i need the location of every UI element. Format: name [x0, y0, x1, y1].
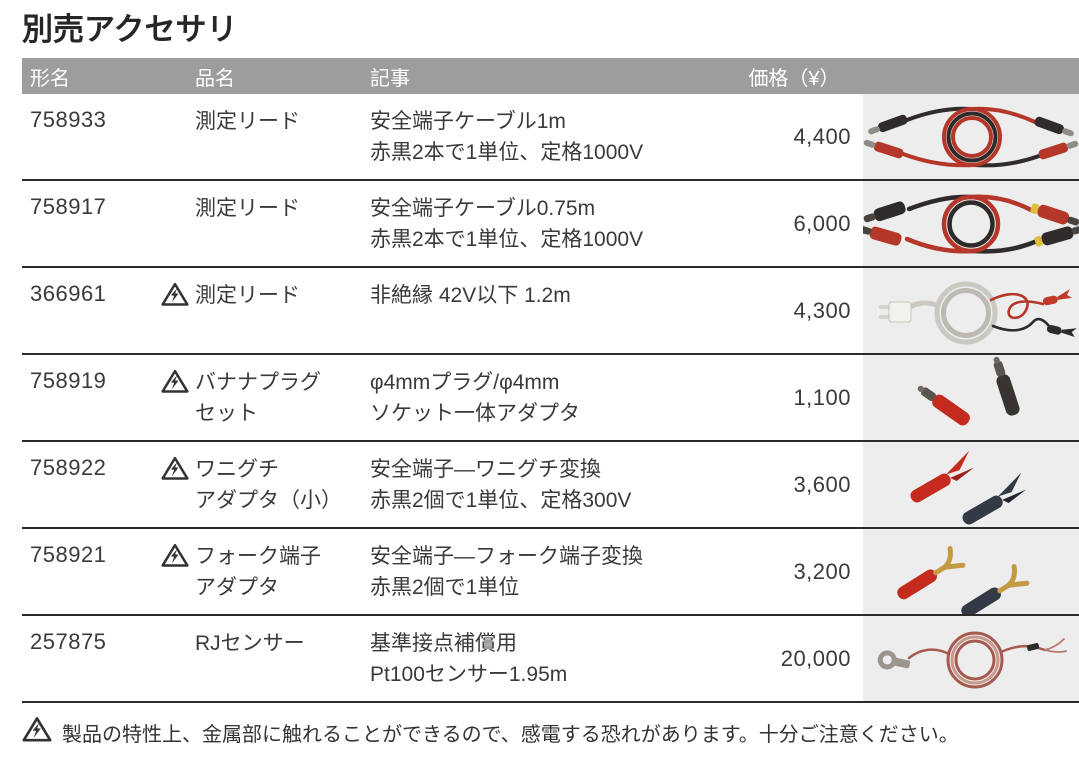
fork-adapter-photo: [863, 529, 1079, 614]
col-header-name: 品名: [195, 67, 235, 90]
product-price: 4,400: [793, 123, 851, 149]
product-description: 安全端子ケーブル0.75m 赤黒2本で1単位、定格1000V: [370, 197, 644, 251]
page-title: 別売アクセサリ: [22, 12, 238, 47]
electric-shock-warning-triangle-icon: [155, 268, 195, 353]
electric-shock-warning-triangle-icon: [155, 442, 195, 527]
product-name: バナナプラグ セット: [195, 371, 321, 425]
safety-note-text: 製品の特性上、金属部に触れることができるので、感電する恐れがあります。十分ご注意…: [62, 724, 959, 746]
product-price: 4,300: [793, 297, 851, 323]
product-description: 安全端子―フォーク端子変換 赤黒2個で1単位: [370, 545, 643, 599]
model-number: 758917: [30, 194, 107, 219]
electric-shock-warning-triangle-icon: [22, 716, 52, 749]
model-number: 758921: [30, 542, 107, 567]
electric-shock-warning-triangle-icon: [155, 529, 195, 614]
model-number: 257875: [30, 629, 107, 654]
banana-plug-set-photo: [863, 355, 1079, 440]
col-header-desc: 記事: [370, 67, 410, 90]
electric-shock-warning-triangle-icon: [155, 355, 195, 440]
accessories-table: 形名 品名 記事 価格（¥） 758933 測定リード 安全端子ケーブル1m 赤黒…: [22, 58, 1079, 703]
model-number: 758919: [30, 368, 107, 393]
product-description: φ4mmプラグ/φ4mm ソケット一体アダプタ: [370, 371, 580, 425]
rj-sensor-photo: [863, 616, 1079, 701]
product-description: 基準接点補償用 Pt100センサー1.95m: [370, 632, 568, 686]
col-header-price: 価格（¥）: [748, 67, 840, 90]
electric-shock-warning-triangle-icon: [155, 616, 195, 701]
product-name: RJセンサー: [195, 632, 305, 655]
model-number: 758922: [30, 455, 107, 480]
col-header-model: 形名: [30, 67, 70, 90]
test-leads-075m-photo: [863, 181, 1079, 266]
table-row: 758917 測定リード 安全端子ケーブル0.75m 赤黒2本で1単位、定格100…: [22, 181, 1079, 268]
electric-shock-warning-triangle-icon: [155, 94, 195, 179]
table-row: 758921 フォーク端子 アダプタ 安全端子―フォーク端子変換 赤黒2個で1単位 …: [22, 529, 1079, 616]
product-price: 1,100: [793, 384, 851, 410]
product-name: 測定リード: [195, 284, 300, 307]
alligator-adapter-photo: [863, 442, 1079, 527]
product-name: 測定リード: [195, 197, 300, 220]
product-name: フォーク端子 アダプタ: [195, 545, 321, 599]
table-row: 257875 RJセンサー 基準接点補償用 Pt100センサー1.95m 20,0…: [22, 616, 1079, 703]
table-body: 758933 測定リード 安全端子ケーブル1m 赤黒2本で1単位、定格1000V …: [22, 94, 1079, 703]
product-description: 安全端子―ワニグチ変換 赤黒2個で1単位、定格300V: [370, 458, 632, 512]
model-number: 758933: [30, 107, 107, 132]
product-name: ワニグチ アダプタ（小）: [195, 458, 342, 512]
product-name: 測定リード: [195, 110, 300, 133]
test-leads-1m-photo: [863, 94, 1079, 179]
product-price: 20,000: [780, 645, 851, 671]
product-price: 6,000: [793, 210, 851, 236]
product-price: 3,600: [793, 471, 851, 497]
safety-note: 製品の特性上、金属部に触れることができるので、感電する恐れがあります。十分ご注意…: [22, 716, 959, 749]
product-description: 非絶縁 42V以下 1.2m: [370, 284, 571, 307]
table-row: 366961 測定リード 非絶縁 42V以下 1.2m 4,300: [22, 268, 1079, 355]
table-header: 形名 品名 記事 価格（¥）: [22, 58, 1079, 94]
electric-shock-warning-triangle-icon: [155, 181, 195, 266]
product-description: 安全端子ケーブル1m 赤黒2本で1単位、定格1000V: [370, 110, 644, 164]
product-price: 3,200: [793, 558, 851, 584]
table-row: 758933 測定リード 安全端子ケーブル1m 赤黒2本で1単位、定格1000V …: [22, 94, 1079, 181]
table-row: 758919 バナナプラグ セット φ4mmプラグ/φ4mm ソケット一体アダプタ …: [22, 355, 1079, 442]
uninsulated-lead-photo: [863, 268, 1079, 353]
table-row: 758922 ワニグチ アダプタ（小） 安全端子―ワニグチ変換 赤黒2個で1単位、定…: [22, 442, 1079, 529]
model-number: 366961: [30, 281, 107, 306]
